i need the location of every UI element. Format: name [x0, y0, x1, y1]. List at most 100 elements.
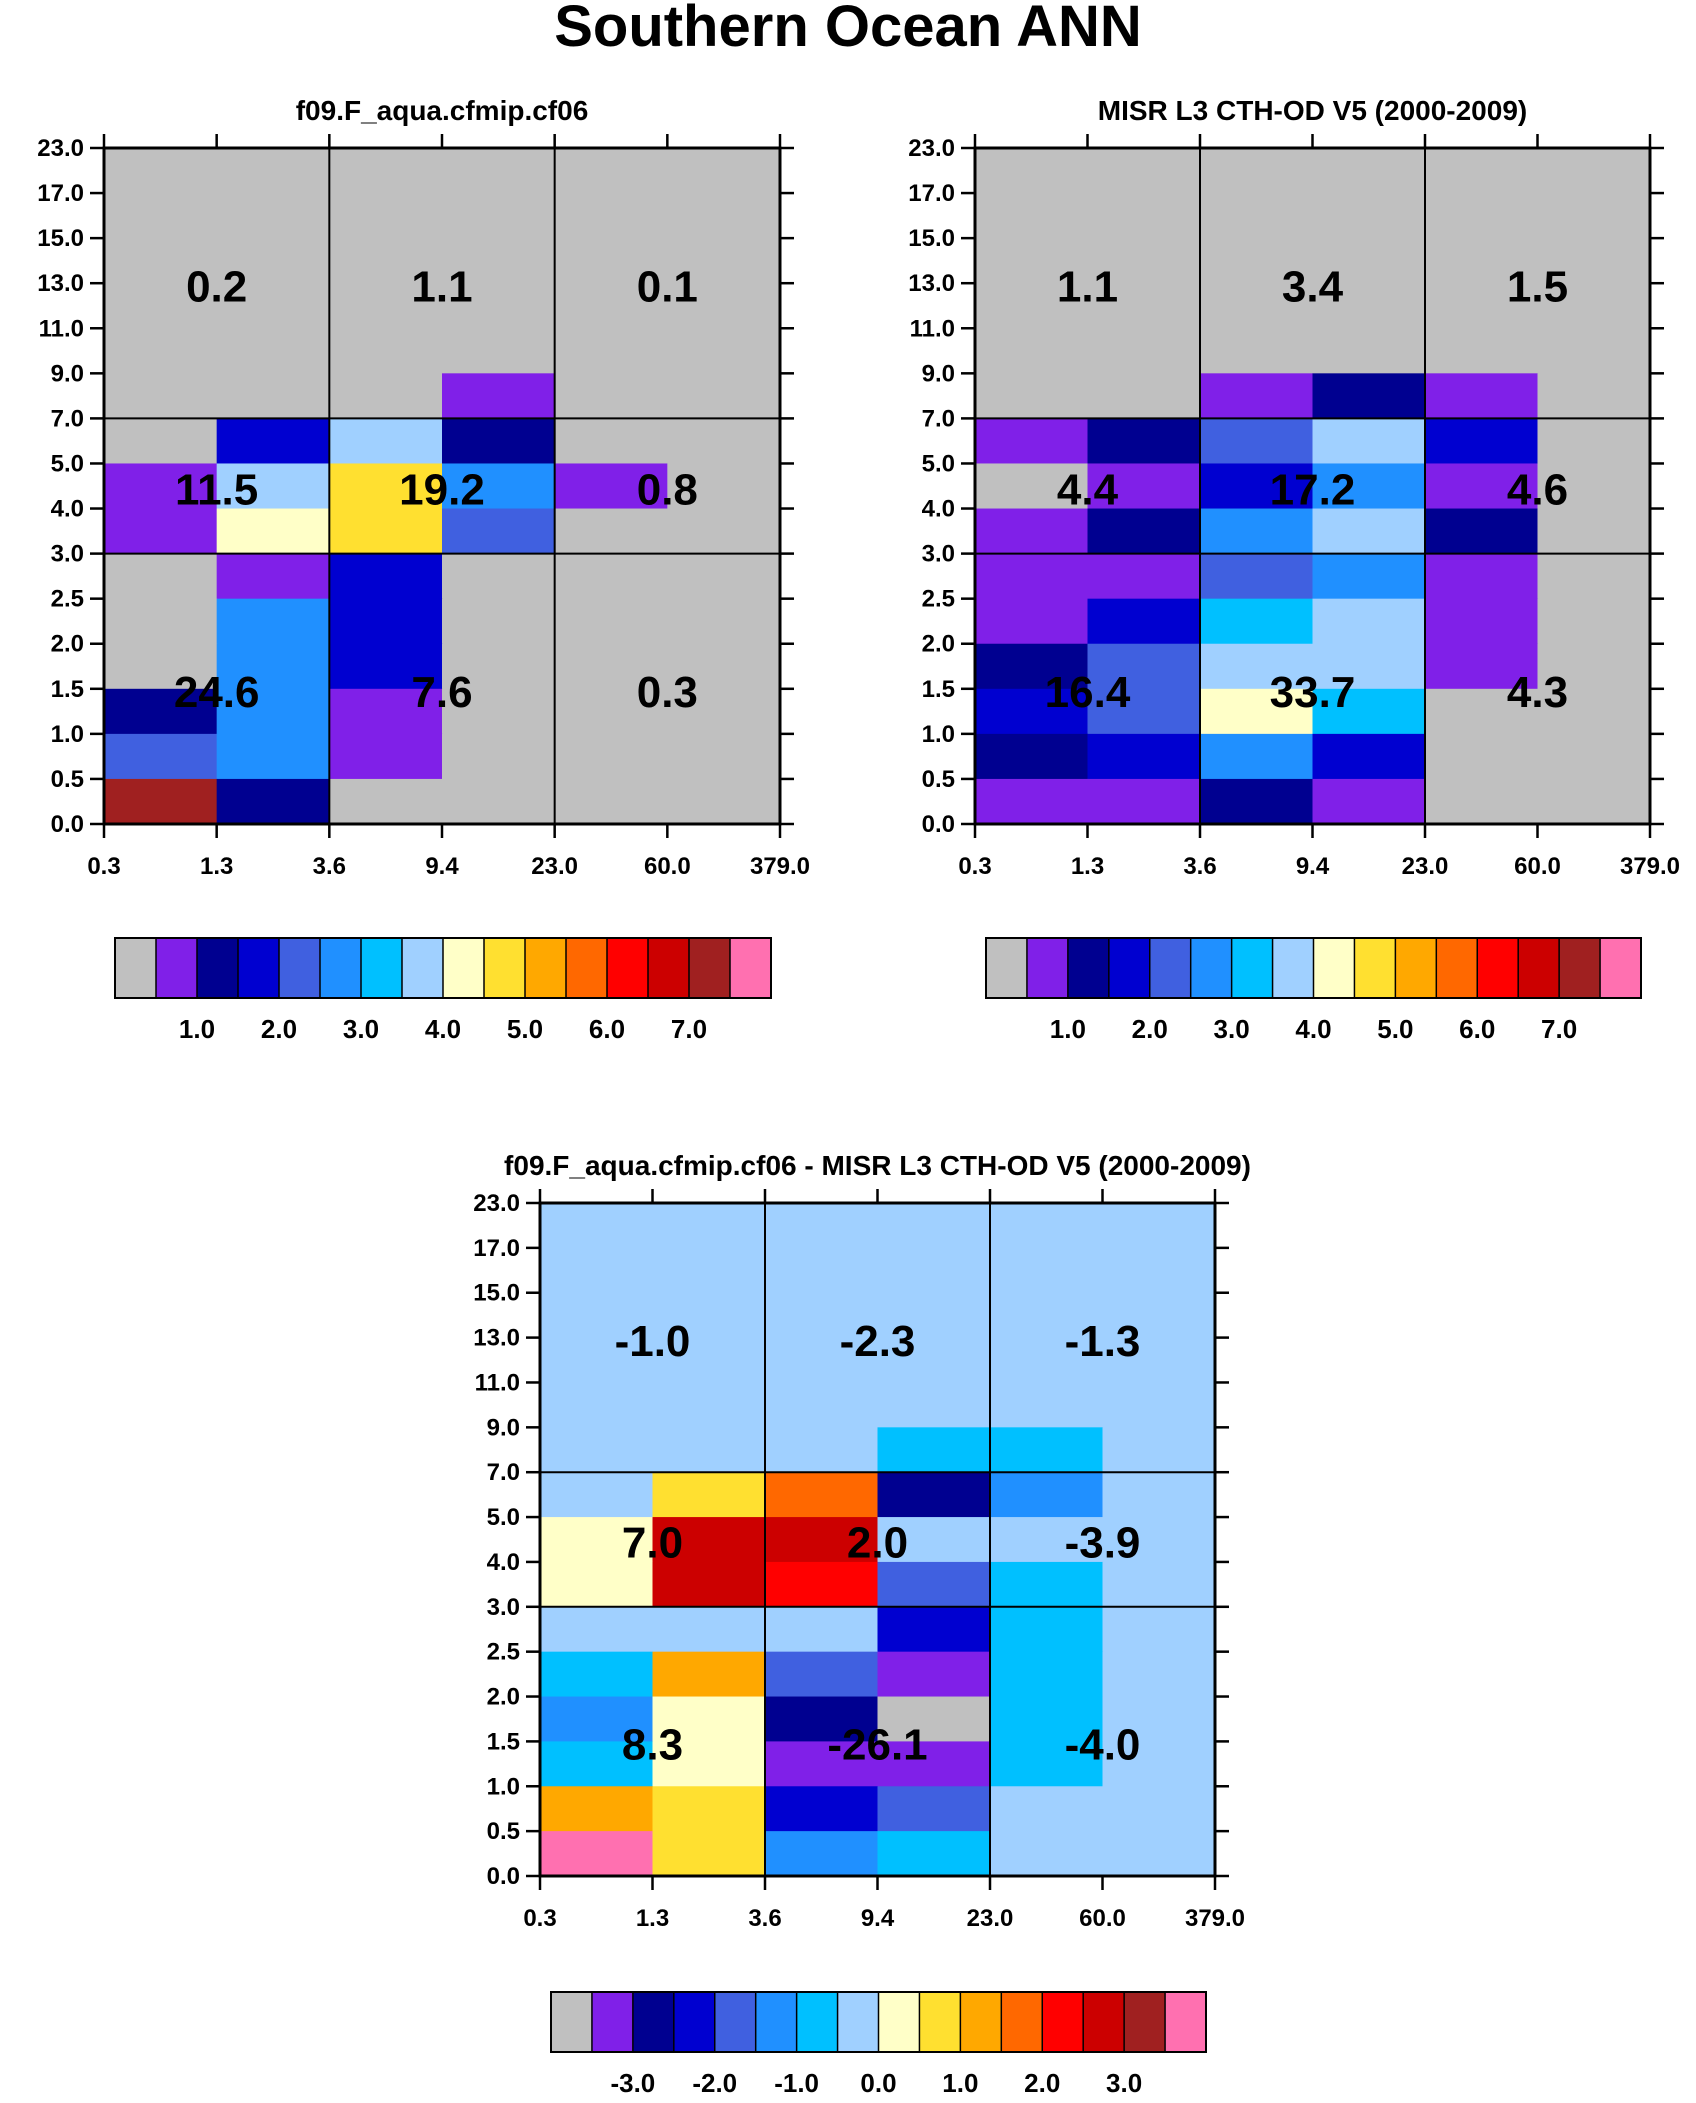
colorbar-label: 7.0 [671, 1014, 707, 1044]
heatmap-cell [1312, 193, 1426, 239]
heatmap-cell [667, 508, 781, 555]
heatmap-cell [216, 328, 330, 374]
heatmap-cell [652, 1741, 766, 1787]
heatmap-cell [329, 373, 443, 419]
heatmap-cell [975, 283, 1089, 329]
heatmap-cell [765, 1247, 879, 1294]
heatmap-cell [667, 193, 781, 239]
heatmap-cell [329, 508, 443, 555]
heatmap-cell [104, 688, 218, 735]
heatmap-cell [877, 1561, 991, 1608]
group-lines [104, 148, 780, 824]
colorbar-swatch [591, 1992, 634, 2052]
heatmap-cell [540, 1831, 654, 1877]
colorbar-swatch [714, 1992, 757, 2052]
heatmap-cell [990, 1292, 1104, 1339]
y-tick-label: 0.5 [487, 1818, 520, 1845]
heatmap-cell [216, 148, 330, 194]
heatmap-cell [554, 238, 668, 284]
heatmap-cell [975, 643, 1089, 690]
colorbar-label: 2.0 [1024, 2068, 1060, 2098]
heatmap-cell [442, 328, 556, 374]
colorbar-label: 0.0 [860, 2068, 896, 2098]
y-tick-label: 17.0 [473, 1235, 520, 1262]
heatmap-cell [554, 328, 668, 374]
heatmap-cell [1312, 373, 1426, 419]
y-tick-label: 15.0 [37, 225, 84, 252]
colorbar-swatch [1518, 938, 1560, 998]
x-tick-label: 379.0 [1185, 1905, 1245, 1932]
heatmap-cell [667, 283, 781, 329]
heatmap-cell [1102, 1741, 1216, 1787]
colorbar-label: 3.0 [1214, 1014, 1250, 1044]
colorbar-swatch [484, 938, 526, 998]
heatmap-cell [1200, 373, 1314, 419]
heatmap-cell [990, 1696, 1104, 1742]
y-tick-label: 1.5 [51, 676, 84, 703]
heatmap-cell [1102, 1786, 1216, 1832]
x-tick-label: 23.0 [531, 853, 578, 880]
heatmap-cell [1425, 553, 1539, 600]
heatmap-cell [975, 598, 1089, 645]
heatmap-cell [216, 418, 330, 465]
heatmap-cell [990, 1786, 1104, 1832]
y-tick-label: 2.0 [51, 631, 84, 658]
colorbar-swatch [1272, 938, 1314, 998]
colorbar-label: 2.0 [1132, 1014, 1168, 1044]
colorbar-swatch [1026, 938, 1069, 998]
colorbar-frame [985, 937, 1642, 999]
heatmap-cell [652, 1517, 766, 1563]
heatmap-cell [1087, 643, 1201, 690]
heatmap-cell [1312, 508, 1426, 555]
y-tick-label: 2.0 [922, 631, 955, 658]
heatmap-cell [329, 283, 443, 329]
heatmap-cell [104, 463, 218, 510]
x-tick-label: 1.3 [636, 1905, 669, 1932]
heatmap-cell [1537, 598, 1651, 645]
heatmap-cell [442, 553, 556, 600]
axis-ticks [90, 134, 794, 838]
box-value-label: -2.3 [840, 1317, 916, 1366]
colorbar-label: -1.0 [774, 2068, 819, 2098]
box-value-label: 11.5 [175, 465, 258, 514]
y-tick-label: 15.0 [473, 1280, 520, 1307]
x-tick-label: 60.0 [644, 853, 691, 880]
heatmap-cell [554, 283, 668, 329]
heatmap-cell [1537, 238, 1651, 284]
heatmap-cell [667, 778, 781, 825]
x-tick-label: 9.4 [1296, 853, 1330, 880]
heatmap-cell [1087, 193, 1201, 239]
heatmap-cell [990, 1337, 1104, 1384]
heatmap-cell [990, 1561, 1104, 1608]
colorbar-swatch [320, 938, 362, 998]
heatmap-cell [540, 1203, 654, 1249]
heatmap-cell [652, 1382, 766, 1428]
y-tick-label: 11.0 [910, 315, 955, 342]
heatmap-cell [1312, 283, 1426, 329]
colorbar-swatch [673, 1992, 716, 2052]
heatmap-cell [1425, 283, 1539, 329]
heatmap-cell [1537, 328, 1651, 374]
y-tick-label: 1.5 [487, 1728, 520, 1755]
heatmap-cell [442, 373, 556, 419]
heatmap-cell [667, 553, 781, 600]
heatmap-cell [652, 1427, 766, 1473]
y-tick-label: 11.0 [39, 315, 84, 342]
colorbar-swatch [796, 1992, 839, 2052]
box-value-label: -3.9 [1065, 1519, 1141, 1568]
box-value-label: 1.5 [1507, 262, 1568, 311]
heatmap-cell [667, 148, 781, 194]
heatmap-cell [1200, 778, 1314, 825]
x-tick-label: 1.3 [200, 853, 233, 880]
heatmap-cell [765, 1741, 879, 1787]
panel-title: f09.F_aqua.cfmip.cf06 - MISR L3 CTH-OD V… [504, 1150, 1251, 1181]
heatmap-cell [1087, 778, 1201, 825]
box-value-label: 7.6 [411, 668, 472, 717]
heatmap-cell [1537, 373, 1651, 419]
colorbar-swatch [443, 938, 485, 998]
heatmap-cell [1312, 553, 1426, 600]
y-tick-label: 9.0 [487, 1414, 520, 1441]
colorbar-label: 6.0 [589, 1014, 625, 1044]
box-value-label: 0.3 [637, 668, 698, 717]
